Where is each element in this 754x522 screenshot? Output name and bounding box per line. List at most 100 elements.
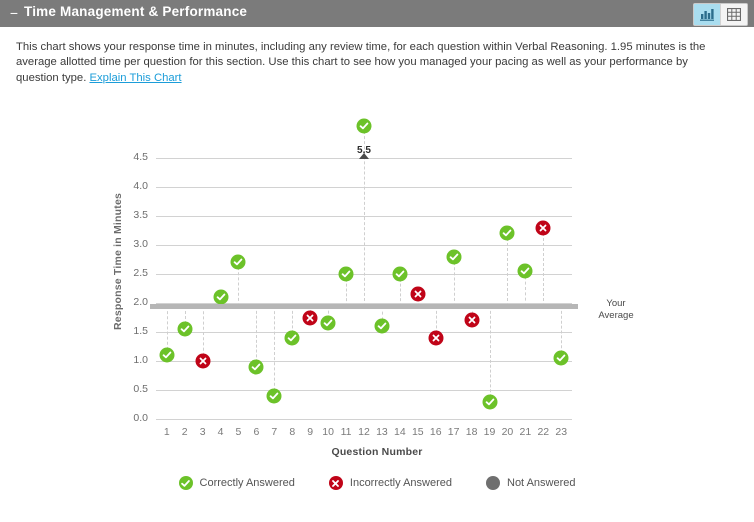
- x-axis-tick: 4: [217, 426, 224, 438]
- x-axis-tick: 16: [429, 426, 442, 438]
- data-point-q13[interactable]: [374, 318, 390, 334]
- y-axis-tick: 3.5: [133, 209, 148, 221]
- x-axis-tick: 22: [537, 426, 550, 438]
- point-stem: [328, 305, 330, 324]
- point-stem: [364, 126, 365, 306]
- x-axis-tick: 20: [501, 426, 514, 438]
- your-average-line: [150, 303, 578, 309]
- data-point-q2[interactable]: [177, 321, 193, 337]
- chart-area: Response Time in Minutes 0.0 0.5 1.0 1.5 2.0…: [0, 98, 754, 522]
- data-point-q7[interactable]: [266, 388, 282, 404]
- x-axis-tick: 11: [340, 426, 352, 438]
- point-stem: [543, 227, 545, 306]
- y-axis-tick: 0.5: [133, 383, 148, 395]
- data-point-q5[interactable]: [230, 254, 246, 270]
- legend-label: Correctly Answered: [199, 477, 295, 489]
- x-axis-tick: 19: [483, 426, 496, 438]
- x-axis-tick: 18: [465, 426, 478, 438]
- x-circle-icon: [328, 476, 343, 490]
- data-point-q6[interactable]: [248, 359, 264, 375]
- x-axis-tick: 7: [271, 426, 278, 438]
- point-stem: [453, 256, 455, 306]
- data-point-q17[interactable]: [446, 249, 462, 265]
- data-point-q11[interactable]: [338, 266, 354, 282]
- data-point-q21[interactable]: [517, 263, 533, 279]
- data-point-q20[interactable]: [499, 225, 515, 241]
- point-stem: [274, 305, 276, 396]
- collapse-icon[interactable]: −: [9, 5, 19, 21]
- data-point-q12[interactable]: [356, 118, 372, 134]
- x-axis-label: Question Number: [331, 446, 423, 458]
- x-axis-tick: 5: [235, 426, 242, 438]
- point-stem: [202, 305, 204, 361]
- y-axis-tick: 4.0: [133, 180, 148, 192]
- x-axis-line: [156, 419, 572, 420]
- data-point-q19[interactable]: [482, 394, 498, 410]
- y-axis-tick: 0.0: [133, 412, 148, 424]
- x-axis-tick: 2: [181, 426, 188, 438]
- data-point-q14[interactable]: [392, 266, 408, 282]
- description-text: This chart shows your response time in m…: [16, 41, 706, 84]
- chart-legend: Correctly Answered Incorrectly Answered No…: [0, 476, 754, 490]
- bar-chart-view-button[interactable]: [694, 4, 721, 25]
- data-point-q10[interactable]: [320, 315, 336, 331]
- x-axis-tick: 21: [519, 426, 532, 438]
- y-axis-tick: 2.0: [133, 296, 148, 308]
- data-point-q8[interactable]: [284, 330, 300, 346]
- filled-circle-icon: [486, 476, 500, 490]
- data-point-q22[interactable]: [535, 220, 551, 236]
- point-stem: [346, 274, 348, 306]
- your-average-caption: Your Average: [583, 298, 649, 322]
- y-axis-label: Response Time in Minutes: [112, 192, 124, 330]
- legend-label: Incorrectly Answered: [349, 477, 452, 489]
- gridline: [156, 390, 572, 391]
- data-point-q16[interactable]: [428, 330, 444, 346]
- point-stem: [166, 305, 168, 356]
- x-axis-tick: 15: [411, 426, 424, 438]
- chart-description: This chart shows your response time in m…: [16, 40, 732, 86]
- view-toggle-group: [693, 3, 748, 26]
- data-point-q15[interactable]: [410, 286, 426, 302]
- out-of-range-value-label: 5.5: [357, 145, 371, 156]
- x-axis-tick: 23: [555, 426, 568, 438]
- x-axis-tick: 17: [447, 426, 460, 438]
- data-point-q4[interactable]: [213, 289, 229, 305]
- x-axis-tick: 3: [199, 426, 206, 438]
- x-axis-tick: 9: [307, 426, 314, 438]
- average-label-line1: Your: [606, 297, 626, 309]
- legend-label: Not Answered: [507, 477, 576, 489]
- table-view-button[interactable]: [721, 4, 747, 25]
- check-circle-icon: [178, 476, 193, 490]
- data-point-q18[interactable]: [464, 312, 480, 328]
- data-point-q23[interactable]: [553, 350, 569, 366]
- legend-item-none[interactable]: Not Answered: [486, 476, 575, 490]
- y-axis-tick: 3.0: [133, 238, 148, 250]
- data-point-q3[interactable]: [195, 353, 211, 369]
- point-stem: [561, 305, 563, 359]
- scatter-plot: 0.0 0.5 1.0 1.5 2.0 2.5 3.0 3.5 4.0 4.5 5.5: [133, 118, 572, 424]
- x-axis-tick: 10: [322, 426, 334, 438]
- point-stem: [381, 305, 383, 327]
- x-axis-tick: 13: [376, 426, 388, 438]
- point-stem: [292, 305, 294, 338]
- point-stem: [489, 305, 491, 402]
- out-of-range-arrow-icon: [359, 153, 369, 159]
- panel-header: − Time Management & Performance: [0, 0, 754, 27]
- point-stem: [525, 271, 527, 306]
- data-point-q9[interactable]: [302, 310, 318, 325]
- y-axis-tick: 1.0: [133, 354, 148, 366]
- x-axis-tick: 8: [289, 426, 296, 438]
- y-axis-tick: 1.5: [133, 325, 148, 337]
- data-point-q1[interactable]: [159, 347, 175, 363]
- point-stem: [184, 305, 186, 330]
- point-stem: [238, 262, 240, 306]
- point-stem: [507, 233, 509, 306]
- legend-item-incorrect[interactable]: Incorrectly Answered: [328, 476, 452, 490]
- legend-item-correct[interactable]: Correctly Answered: [178, 476, 295, 490]
- point-stem: [399, 274, 401, 306]
- x-axis-tick: 6: [253, 426, 260, 438]
- x-axis-tick: 1: [163, 426, 170, 438]
- page-title: Time Management & Performance: [24, 4, 248, 19]
- explain-this-chart-link[interactable]: Explain This Chart: [89, 71, 182, 84]
